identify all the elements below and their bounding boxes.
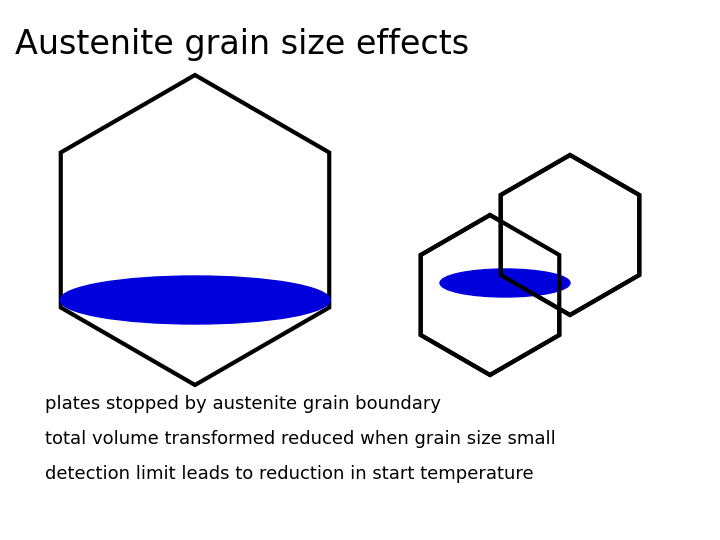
Polygon shape [60, 75, 329, 385]
Text: Austenite grain size effects: Austenite grain size effects [15, 28, 469, 61]
Polygon shape [500, 155, 639, 315]
Text: total volume transformed reduced when grain size small: total volume transformed reduced when gr… [45, 430, 556, 448]
Polygon shape [420, 215, 559, 375]
Ellipse shape [440, 269, 570, 297]
Text: plates stopped by austenite grain boundary: plates stopped by austenite grain bounda… [45, 395, 441, 413]
Ellipse shape [60, 276, 330, 324]
Text: detection limit leads to reduction in start temperature: detection limit leads to reduction in st… [45, 465, 534, 483]
